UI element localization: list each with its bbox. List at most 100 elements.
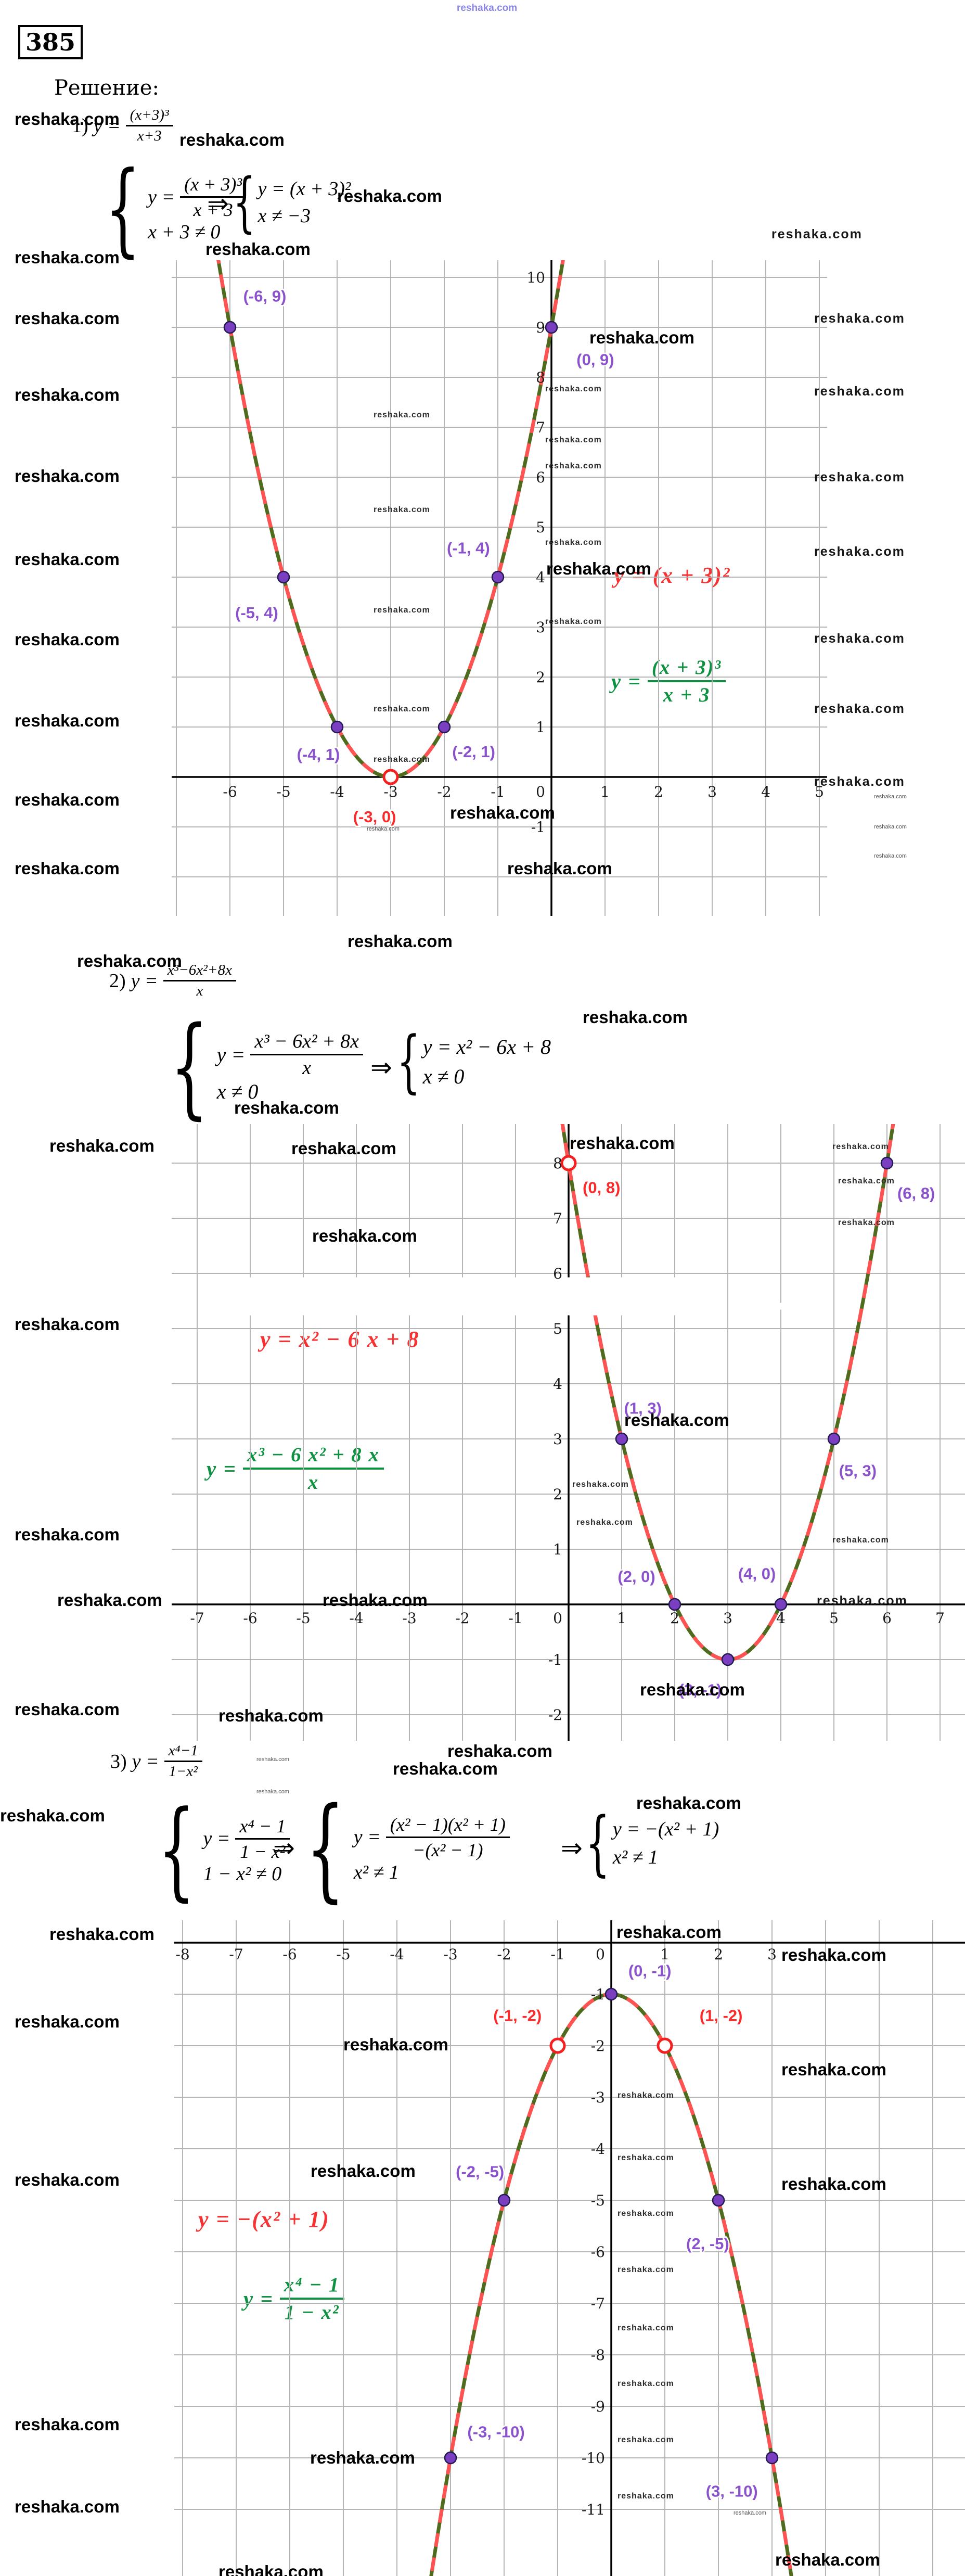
point-label: (4, 0)	[738, 1565, 776, 1583]
marked-point	[668, 1598, 681, 1611]
x-tick-label: -4	[349, 1610, 363, 1627]
x-tick-label: 5	[815, 783, 824, 800]
x-tick-label: -7	[190, 1610, 204, 1627]
x-tick-label: 2	[670, 1610, 679, 1627]
watermark: reshaka.com	[15, 248, 120, 267]
y-tick-label: 7	[553, 1210, 562, 1227]
watermark: reshaka.com	[310, 2448, 415, 2467]
watermark: reshaka.com	[583, 1008, 688, 1027]
watermark: reshaka.com	[15, 2012, 120, 2031]
graph-part2: y = x² − 6 x + 8 y = x³ − 6 x² + 8 x x -…	[172, 1124, 965, 1741]
watermark: reshaka.com	[781, 2060, 886, 2079]
point-label: (3, -1)	[679, 1680, 722, 1699]
watermark: reshaka.com	[545, 436, 602, 444]
x-tick-label: -4	[330, 783, 344, 800]
watermark: reshaka.com	[570, 1133, 675, 1153]
watermark: reshaka.com	[814, 702, 905, 716]
implies-arrow: ⇒	[561, 1833, 583, 1863]
watermark: reshaka.com	[77, 951, 182, 971]
part1-index: 1)	[72, 114, 88, 137]
marked-point	[712, 2194, 725, 2207]
chart-canvas: -8 -7 -6 -5 -4 -3 -2 -1 0 1 2 3-1-2-3-4-5-6-7-8-9-1…	[174, 1920, 965, 2576]
watermark: reshaka.com	[15, 859, 120, 878]
watermark: reshaka.com	[15, 385, 120, 404]
watermark: reshaka.com	[311, 2161, 416, 2180]
part2-index: 2)	[109, 970, 126, 992]
y-tick-label: 6	[536, 469, 545, 486]
y-tick-label: -2	[548, 1706, 562, 1724]
part3-system-factored: { y = (x² − 1)(x² + 1) −(x² − 1) x² ≠ 1	[299, 1792, 510, 1904]
x-tick-label: -1	[550, 1946, 564, 1963]
watermark: reshaka.com	[814, 774, 905, 789]
x-tick-label: -2	[437, 783, 451, 800]
y-tick-label: 3	[536, 619, 545, 636]
watermark: reshaka.com	[205, 239, 311, 259]
watermark: reshaka.com	[617, 2379, 674, 2388]
y-tick-label: 2	[536, 669, 545, 686]
y-tick-label: -10	[582, 2450, 605, 2467]
y-tick-label: -3	[591, 2089, 605, 2106]
part2-heading-fraction: x³−6x²+8x x	[163, 962, 236, 1000]
watermark: reshaka.com	[874, 794, 907, 800]
watermark: reshaka.com	[343, 2035, 448, 2054]
watermark: reshaka.com	[256, 1756, 289, 1763]
watermark: reshaka.com	[374, 505, 430, 514]
x-tick-label: -6	[282, 1946, 297, 1963]
hole-point	[549, 2037, 566, 2054]
y-tick-label: -6	[591, 2243, 605, 2261]
watermark: reshaka.com	[640, 1680, 745, 1699]
part2-lead: y =	[131, 970, 158, 992]
watermark: reshaka.com	[576, 1518, 633, 1527]
x-tick-label: 1	[660, 1946, 670, 1963]
watermark: reshaka.com	[832, 1142, 889, 1151]
watermark: reshaka.com	[367, 826, 400, 832]
point-label: (-6, 9)	[243, 287, 287, 305]
watermark: reshaka.com	[616, 1922, 722, 1942]
x-tick-label: 3	[707, 783, 717, 800]
x-tick-label: -5	[296, 1610, 310, 1627]
watermark: reshaka.com	[874, 824, 907, 830]
solution-heading: Решение:	[54, 76, 159, 100]
watermark: reshaka.com	[589, 328, 694, 347]
y-tick-label: 4	[553, 1375, 562, 1393]
watermark: reshaka.com	[814, 311, 905, 326]
x-tick-label: 0	[536, 783, 545, 800]
point-label: (0, 9)	[576, 350, 614, 368]
part2-heading: 2) y = x³−6x²+8x x	[109, 962, 236, 1000]
x-tick-label: -1	[491, 783, 505, 800]
x-tick-label: 6	[882, 1610, 892, 1627]
watermark: reshaka.com	[617, 2324, 674, 2332]
part1-system-original: { y = (x + 3)³ x + 3 x + 3 ≠ 0	[100, 158, 247, 259]
part3-index: 3)	[110, 1750, 127, 1772]
watermark: reshaka.com	[775, 2550, 880, 2569]
graph1-simplified-function-label: y = (x + 3)²	[614, 563, 731, 588]
graph3-simplified-function-label: y = −(x² + 1)	[198, 2207, 330, 2232]
hole-point	[560, 1155, 577, 1171]
watermark: reshaka.com	[734, 2510, 766, 2516]
watermark: reshaka.com	[291, 1139, 396, 1158]
watermark: reshaka.com	[393, 1759, 498, 1778]
x-tick-label: 7	[935, 1610, 945, 1627]
y-tick-label: -1	[591, 1986, 605, 2003]
watermark: reshaka.com	[15, 2415, 120, 2434]
watermark: reshaka.com	[817, 1593, 908, 1608]
graph-part3: y = −(x² + 1) y = x⁴ − 1 1 − x² -8 -7 -6 -5…	[174, 1920, 965, 2576]
y-tick-label: -11	[582, 2501, 605, 2518]
marked-point	[438, 720, 451, 734]
point-label: (1, -2)	[700, 2007, 743, 2025]
point-label: (5, 3)	[839, 1461, 877, 1480]
implies-arrow: ⇒	[207, 188, 229, 219]
y-tick-label: 4	[536, 569, 545, 586]
watermark: reshaka.com	[617, 2492, 674, 2501]
x-tick-label: -4	[390, 1946, 404, 1963]
watermark: reshaka.com	[256, 1789, 289, 1795]
marked-point	[223, 321, 237, 334]
watermark: reshaka.com	[0, 1806, 105, 1825]
x-tick-label: 3	[723, 1610, 732, 1627]
watermark: reshaka.com	[546, 559, 651, 578]
y-tick-label: -2	[591, 2037, 605, 2055]
marked-point	[497, 2194, 511, 2207]
x-tick-label: -5	[336, 1946, 350, 1963]
watermark: reshaka.com	[218, 1706, 324, 1725]
x-tick-label: 1	[600, 783, 610, 800]
